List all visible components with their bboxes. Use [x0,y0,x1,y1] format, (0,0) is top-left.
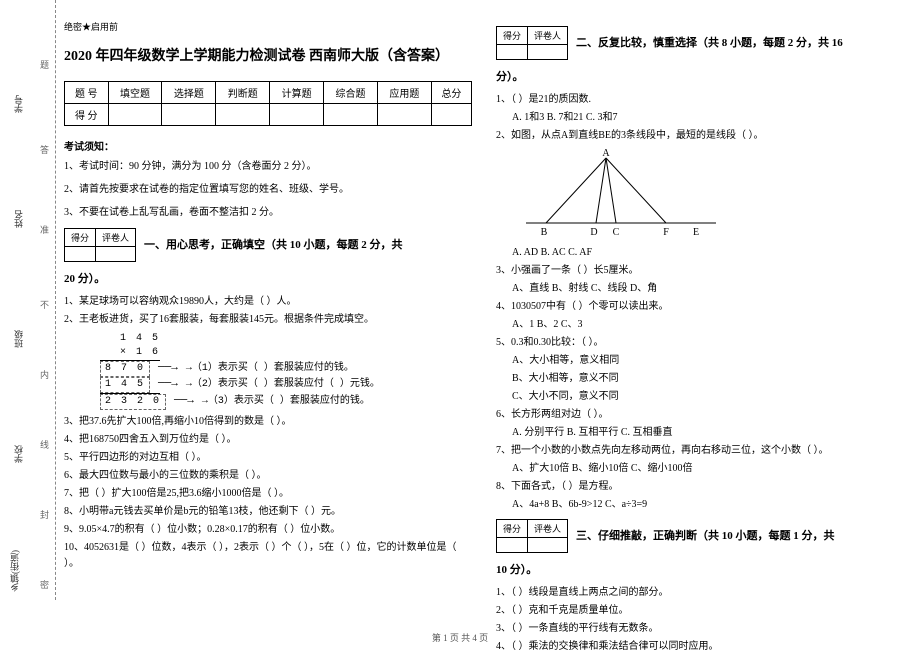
q2-5b: B、大小相等，意义不同 [512,371,904,387]
geometry-figure: A B D C F E [516,148,904,241]
q2-4: 4、1030507中有（ ）个零可以读出来。 [496,299,904,315]
bind-char-3: 内 [38,370,51,379]
q2-6: 6、长方形两组对边（ ）。 [496,407,904,423]
score-h5: 综合题 [324,82,378,104]
sec3-mini-table: 得分评卷人 [496,519,568,553]
q1-5: 5、平行四边形的对边互相（ ）。 [64,450,472,466]
svg-text:F: F [663,227,669,238]
bind-char-5: 准 [38,225,51,234]
triangle-svg: A B D C F E [516,148,726,238]
multiplication-work: 1 4 5 × 1 6 8 7 0──→→（1）表示买（ ）套服装应付的钱。 1… [100,332,472,410]
q1-4: 4、把168750四舍五入到万位约是（ ）。 [64,432,472,448]
score-h6: 应用题 [377,82,431,104]
svg-text:B: B [541,227,548,238]
bind-lbl-4: 学号 [12,95,25,113]
q2-2-opts: A. AD B. AC C. AF [512,245,904,261]
q1-1: 1、某足球场可以容纳观众19890人，大约是（ ）人。 [64,294,472,310]
q2-3: 3、小强画了一条（ ）长5厘米。 [496,263,904,279]
q1-8: 8、小明带a元钱去买单价是b元的铅笔13枝，他还剩下（ ）元。 [64,504,472,520]
bind-char-6: 答 [38,145,51,154]
svg-text:E: E [693,227,699,238]
bind-char-0: 密 [38,580,51,589]
bind-char-2: 线 [38,440,51,449]
sec1-title: 一、用心思考，正确填空（共 10 小题，每题 2 分，共 [144,228,472,262]
notice-3: 3、不要在试卷上乱写乱画，卷面不整洁扣 2 分。 [64,205,472,220]
q2-2: 2、如图，从点A到直线BE的3条线段中，最短的是线段（ ）。 [496,128,904,144]
svg-text:D: D [590,227,597,238]
secret-label: 绝密★启用前 [64,20,472,33]
q1-10: 10、4052631是（ ）位数，4表示（ ），2表示（ ）个（ ），5在（ ）… [64,540,472,572]
page-content: 绝密★启用前 2020 年四年级数学上学期能力检测试卷 西南师大版（含答案） 题… [64,20,904,625]
q1-9: 9、9.05×4.7的积有（ ）位小数；0.28×0.17的积有（ ）位小数。 [64,522,472,538]
q1-6: 6、最大四位数与最小的三位数的乘积是（ ）。 [64,468,472,484]
sec2-cont: 分）。 [496,68,904,84]
score-h3: 判断题 [216,82,270,104]
q2-5c: C、大小不同，意义不同 [512,389,904,405]
score-h4: 计算题 [270,82,324,104]
sec1-header: 得分评卷人 一、用心思考，正确填空（共 10 小题，每题 2 分，共 [64,228,472,262]
sec2-header: 得分评卷人 二、反复比较，慎重选择（共 8 小题，每题 2 分，共 16 [496,26,904,60]
q2-7: 7、把一个小数的小数点先向左移动两位，再向右移动三位，这个小数（ ）。 [496,443,904,459]
sec3-header: 得分评卷人 三、仔细推敲，正确判断（共 10 小题，每题 1 分，共 [496,519,904,553]
bind-lbl-3: 姓名 [12,210,25,228]
q1-7: 7、把（ ）扩大100倍是25,把3.6缩小1000倍是（ ）。 [64,486,472,502]
arrow-icon: ──→ [158,377,178,392]
q2-1-opts: A. 1和3 B. 7和21 C. 3和7 [512,110,904,126]
q2-1: 1、（ ）是21的质因数. [496,92,904,108]
svg-text:A: A [602,148,610,159]
paper-title: 2020 年四年级数学上学期能力检测试卷 西南师大版（含答案） [64,45,472,65]
score-h1: 填空题 [108,82,162,104]
sec1-cont: 20 分）。 [64,270,472,286]
bind-lbl-1: 学校 [12,445,25,463]
q2-5a: A、大小相等，意义相同 [512,353,904,369]
bind-char-4: 不 [38,300,51,309]
q2-3o: A、直线 B、射线 C、线段 D、角 [512,281,904,297]
notice-title: 考试须知： [64,138,472,153]
q3-2: 2、（ ）克和千克是质量单位。 [496,603,904,619]
bind-char-7: 题 [38,60,51,69]
score-h7: 总分 [431,82,471,104]
sec3-title: 三、仔细推敲，正确判断（共 10 小题，每题 1 分，共 [576,519,904,553]
sec3-cont: 10 分）。 [496,561,904,577]
bind-char-1: 封 [38,510,51,519]
score-h2: 选择题 [162,82,216,104]
score-h0: 题 号 [65,82,109,104]
bind-lbl-0: 乡镇(街道) [8,550,21,592]
q3-1: 1、（ ）线段是直线上两点之间的部分。 [496,585,904,601]
sec2-title: 二、反复比较，慎重选择（共 8 小题，每题 2 分，共 16 [576,26,904,60]
score-table: 题 号 填空题 选择题 判断题 计算题 综合题 应用题 总分 得 分 [64,81,472,126]
q2-4o: A、1 B、2 C、3 [512,317,904,333]
q2-5: 5、0.3和0.30比较：（ ）。 [496,335,904,351]
arrow-icon: ──→ [158,361,178,376]
q1-3: 3、把37.6先扩大100倍,再缩小10倍得到的数是（ ）。 [64,414,472,430]
bind-lbl-2: 班级 [12,330,25,348]
binding-strip: 乡镇(街道) 学校 班级 姓名 学号 密 封 线 内 不 准 答 题 [0,0,56,600]
score-row-lbl: 得 分 [65,104,109,126]
sec2-mini-table: 得分评卷人 [496,26,568,60]
q2-8o: A、4a+8 B、6b-9>12 C、a÷3=9 [512,497,904,513]
page-footer: 第 1 页 共 4 页 [0,631,920,644]
svg-text:C: C [613,227,620,238]
q2-6o: A. 分别平行 B. 互相平行 C. 互相垂直 [512,425,904,441]
arrow-icon: ──→ [174,394,194,409]
notice-1: 1、考试时间：90 分钟，满分为 100 分（含卷面分 2 分）。 [64,159,472,174]
sec1-mini-table: 得分评卷人 [64,228,136,262]
left-column: 绝密★启用前 2020 年四年级数学上学期能力检测试卷 西南师大版（含答案） 题… [64,20,472,625]
right-column: 得分评卷人 二、反复比较，慎重选择（共 8 小题，每题 2 分，共 16 分）。… [496,20,904,625]
q2-8: 8、下面各式，（ ）是方程。 [496,479,904,495]
q1-2: 2、王老板进货，买了16套服装，每套服装145元。根据条件完成填空。 [64,312,472,328]
notice-2: 2、请首先按要求在试卷的指定位置填写您的姓名、班级、学号。 [64,182,472,197]
q2-7o: A、扩大10倍 B、缩小10倍 C、缩小100倍 [512,461,904,477]
